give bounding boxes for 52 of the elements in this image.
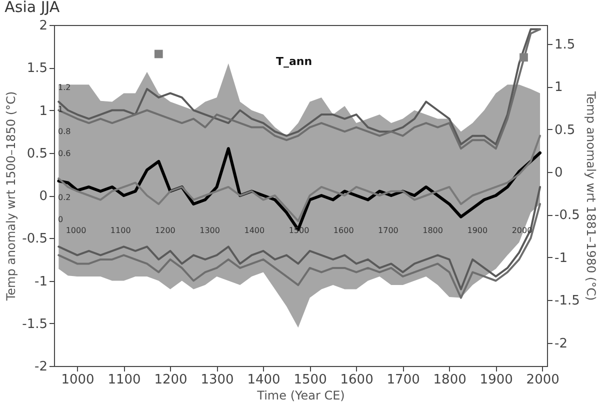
x-tick-label: 1000: [61, 372, 94, 388]
line-series: [58, 203, 542, 299]
y-tick-label: 2: [39, 18, 48, 34]
y-tick-label: -2: [34, 360, 48, 374]
y-tick-label: -1.5: [22, 316, 48, 332]
x-tick-label: 1500: [294, 372, 327, 388]
y-tick-label: 1.5: [26, 61, 48, 76]
chart-title: Asia JJA: [4, 0, 60, 16]
annotation: 0.6: [58, 149, 71, 158]
y2-tick-label: 1.5: [554, 37, 576, 52]
y2-tick-label: -0.5: [554, 208, 580, 224]
annotation: 1.2: [58, 83, 71, 92]
x-tick-label: 2000: [526, 372, 560, 388]
annotation: 1400: [244, 226, 265, 235]
annotation: 1000: [66, 226, 86, 235]
y2-tick-label: 0: [554, 165, 563, 180]
x-tick-label: 1100: [108, 372, 141, 388]
x-tick-label: 1800: [433, 372, 466, 388]
annotation: 0.8: [58, 127, 71, 136]
y2-axis-title: Temp anomaly wrt 1881–1980 (°C): [584, 90, 598, 301]
x-tick-label: 1900: [480, 372, 513, 388]
line-series: [58, 186, 542, 290]
annotation: 0: [58, 215, 64, 224]
y-tick-label: 0: [39, 189, 48, 204]
annotation: 1200: [155, 226, 176, 235]
line-series: [58, 134, 542, 222]
annotation: 1100: [110, 226, 131, 235]
annotation: 1300: [200, 226, 220, 235]
y2-tick-label: 1: [554, 80, 563, 96]
annotation: T_ann: [276, 55, 312, 68]
annotation: 1700: [378, 226, 398, 235]
x-tick-label: 1400: [247, 372, 280, 388]
x-tick-label: 1200: [154, 372, 188, 388]
y-axis-title: Temp anomaly wrt 1500–1850 (°C): [4, 91, 18, 302]
annotation: 1500: [288, 226, 310, 235]
y-tick-label: -0.5: [22, 232, 48, 247]
x-tick-label: 1600: [340, 372, 374, 388]
annotation: 1600: [333, 226, 354, 235]
y2-tick-label: 0.5: [554, 122, 576, 138]
y2-tick-label: -2: [554, 336, 568, 352]
y2-tick-label: -1.5: [554, 294, 580, 309]
annotation: 0.2: [58, 193, 71, 202]
x-tick-label: 1300: [200, 372, 234, 388]
y-tick-label: 0.5: [26, 146, 48, 162]
y-tick-label: -1: [34, 274, 48, 290]
y2-tick-label: -1: [554, 250, 568, 266]
x-axis-title: Time (Year CE): [256, 388, 345, 402]
annotation: 1800: [422, 226, 443, 235]
y-tick-label: 1: [39, 104, 48, 119]
x-tick-label: 1700: [386, 372, 420, 388]
annotation: 1900: [467, 226, 488, 235]
annotation: 1: [58, 105, 64, 114]
